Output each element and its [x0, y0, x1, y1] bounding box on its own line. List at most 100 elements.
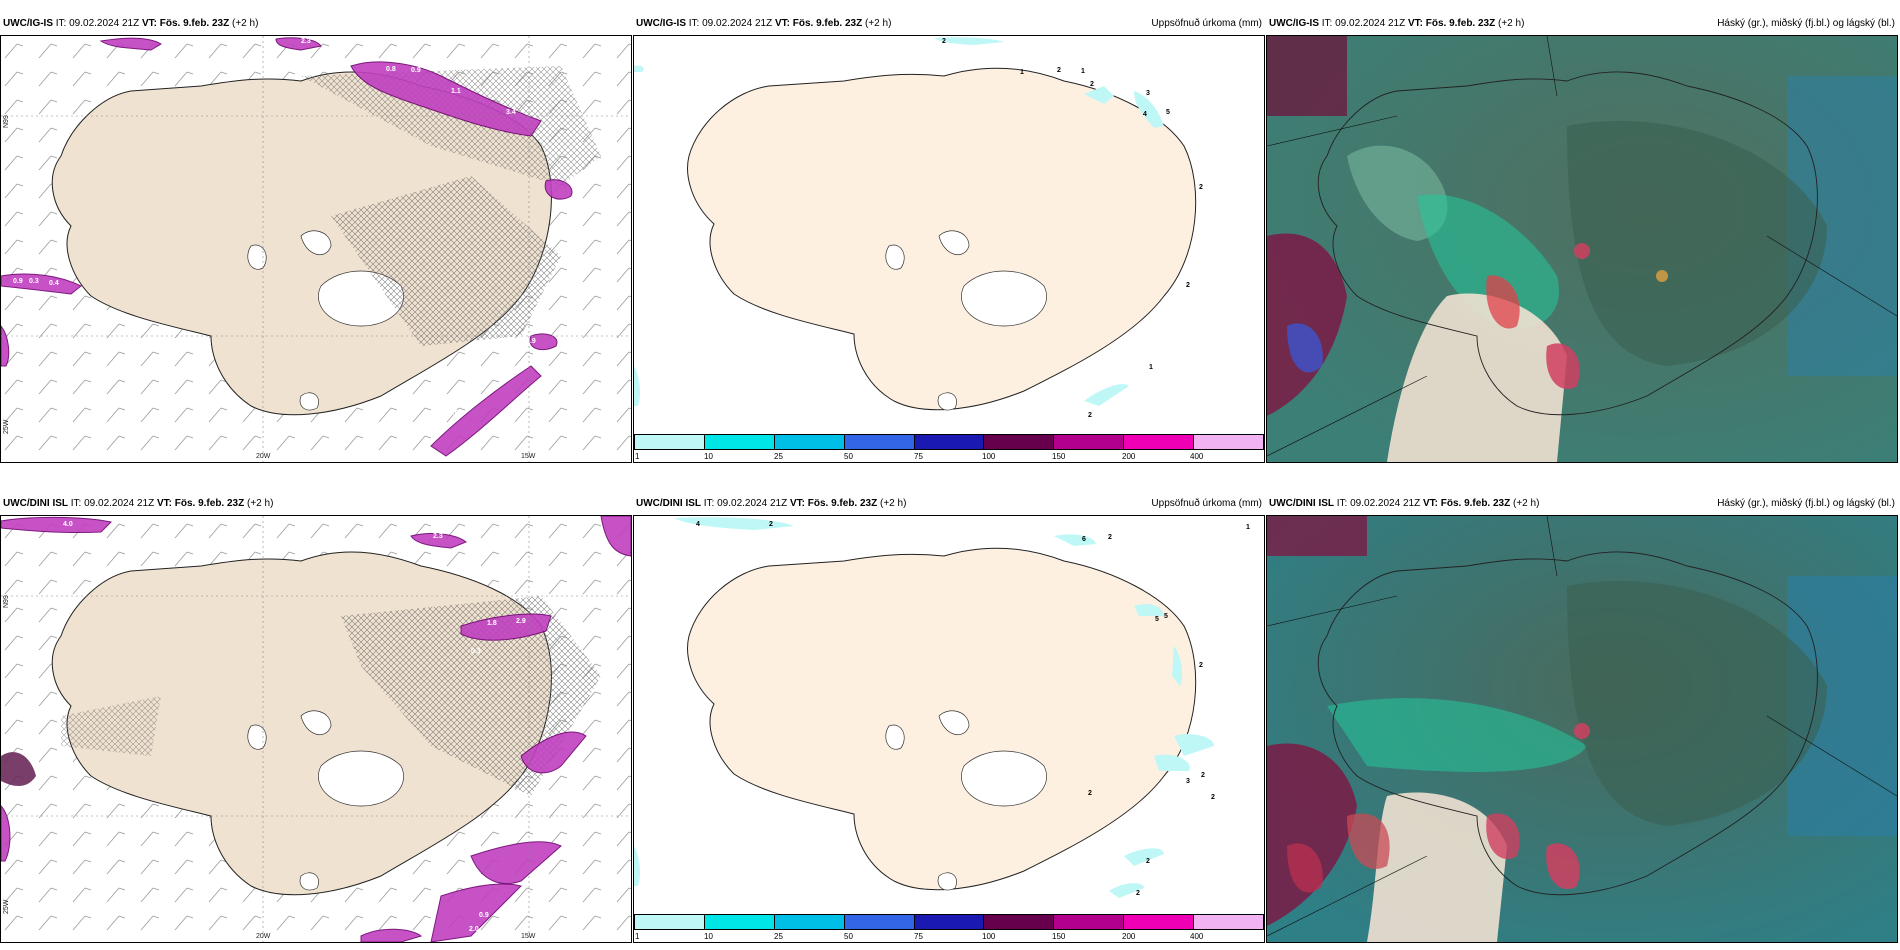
valid-label: VT: [789, 498, 805, 509]
colorbar-swatch [914, 435, 985, 449]
colorbar-swatch [984, 435, 1055, 449]
init-time: IT: 09.02.2024 21Z [688, 18, 773, 29]
panel-header: UWC/IG-IS IT: 09.02.2024 21Z VT: Fös. 9.… [636, 18, 891, 29]
precip-label: 2 [1057, 67, 1061, 74]
precip-label: 1 [1081, 68, 1085, 75]
wind-label: 2.3 [301, 38, 311, 45]
lead-time: (+2 h) [865, 18, 892, 29]
precip-label: 2 [1199, 662, 1203, 669]
valid-label: VT: [156, 498, 172, 509]
wind-label: 2.9 [516, 618, 526, 625]
valid-label: VT: [774, 18, 790, 29]
precip-label: 2 [1136, 890, 1140, 897]
lat-tick: 25W [3, 419, 10, 434]
model-name: UWC/IG-IS [1269, 18, 1319, 29]
wind-label: 0.4 [49, 280, 59, 287]
colorbar-label: 50 [844, 932, 853, 941]
lon-tick: 15W [521, 453, 536, 460]
lead-time: (+2 h) [247, 498, 274, 509]
wind-map-panel-top: UWC/IG-IS IT: 09.02.2024 21Z VT: Fös. 9.… [0, 18, 632, 463]
lead-time: (+2 h) [232, 18, 259, 29]
panel-header: UWC/DINI ISL IT: 09.02.2024 21Z VT: Fös.… [636, 498, 906, 509]
colorbar-label: 10 [704, 452, 713, 461]
colorbar-label: 400 [1190, 932, 1204, 941]
precip-label: 2 [942, 38, 946, 45]
colorbar-label: 100 [982, 932, 996, 941]
colorbar-swatch [704, 435, 775, 449]
precip-label: 2 [1146, 858, 1150, 865]
cloud-map-panel-top: UWC/IG-IS IT: 09.02.2024 21Z VT: Fös. 9.… [1266, 18, 1898, 463]
colorbar-label: 150 [1052, 932, 1066, 941]
lon-tick: 20W [256, 453, 271, 460]
colorbar-label: 75 [914, 452, 923, 461]
colorbar-swatch [774, 915, 845, 929]
precip-map-panel-top: UWC/IG-IS IT: 09.02.2024 21Z VT: Fös. 9.… [633, 18, 1265, 463]
init-time: IT: 09.02.2024 21Z [703, 498, 788, 509]
valid-time: Fös. 9.feb. 23Z [174, 498, 245, 509]
precip-label: 1 [1246, 524, 1250, 531]
precip-label: 4 [696, 521, 700, 528]
wind-label: 0.9 [411, 67, 421, 74]
lat-tick: N99 [3, 115, 10, 128]
cloud-title: Háský (gr.), miðský (fj.bl.) og lágský (… [1717, 498, 1895, 509]
wind-label: 0.9 [13, 278, 23, 285]
precip-label: 2 [769, 521, 773, 528]
cloud-map [1267, 516, 1897, 942]
panel-header: UWC/DINI ISL IT: 09.02.2024 21Z VT: Fös.… [1269, 498, 1539, 509]
precip-label: 2 [1090, 81, 1094, 88]
colorbar-label: 400 [1190, 452, 1204, 461]
colorbar-swatch [1124, 915, 1195, 929]
colorbar-swatch [844, 915, 915, 929]
lon-tick: 20W [256, 933, 271, 940]
precip-label: 2 [1088, 412, 1092, 419]
wind-label: 1.1 [451, 88, 461, 95]
precip-label: 2 [1211, 794, 1215, 801]
valid-label: VT: [141, 18, 157, 29]
init-time: IT: 09.02.2024 21Z [55, 18, 140, 29]
precip-label: 3 [1146, 90, 1150, 97]
colorbar-swatch [1194, 915, 1264, 929]
valid-time: Fös. 9.feb. 23Z [1440, 498, 1511, 509]
colorbar-swatch [774, 435, 845, 449]
panel-header: UWC/IG-IS IT: 09.02.2024 21Z VT: Fös. 9.… [1269, 18, 1524, 29]
precip-label: 2 [1201, 772, 1205, 779]
init-time: IT: 09.02.2024 21Z [1336, 498, 1421, 509]
colorbar-swatch [635, 435, 705, 449]
valid-label: VT: [1407, 18, 1423, 29]
lat-tick: 25W [3, 899, 10, 914]
wind-map [1, 516, 631, 942]
panel-header: UWC/IG-IS IT: 09.02.2024 21Z VT: Fös. 9.… [3, 18, 258, 29]
precip-label: 5 [1155, 616, 1159, 623]
precip-label: 4 [1143, 111, 1147, 118]
colorbar-swatch [635, 915, 705, 929]
colorbar-label: 25 [774, 452, 783, 461]
precip-map [634, 37, 1197, 411]
colorbar-swatch [1054, 435, 1125, 449]
cloud-map-panel-bottom: UWC/DINI ISL IT: 09.02.2024 21Z VT: Fös.… [1266, 498, 1898, 943]
wind-label: 0.9 [526, 338, 536, 345]
model-name: UWC/DINI ISL [3, 498, 68, 509]
colorbar-label: 10 [704, 932, 713, 941]
model-name: UWC/DINI ISL [1269, 498, 1334, 509]
valid-time: Fös. 9.feb. 23Z [807, 498, 878, 509]
model-name: UWC/DINI ISL [636, 498, 701, 509]
colorbar-swatch [914, 915, 985, 929]
colorbar-label: 25 [774, 932, 783, 941]
wind-map [1, 36, 631, 462]
panel-header: UWC/DINI ISL IT: 09.02.2024 21Z VT: Fös.… [3, 498, 273, 509]
colorbar-swatch [704, 915, 775, 929]
precip-label: 6 [1082, 536, 1086, 543]
precip-title: Uppsöfnuð úrkoma (mm) [1151, 18, 1262, 29]
precip-map [634, 517, 1214, 898]
colorbar-label: 1 [635, 932, 640, 941]
cloud-title: Háský (gr.), miðský (fj.bl.) og lágský (… [1717, 18, 1895, 29]
init-time: IT: 09.02.2024 21Z [1321, 18, 1406, 29]
precip-label: 1 [1149, 364, 1153, 371]
valid-time: Fös. 9.feb. 23Z [792, 18, 863, 29]
precip-label: 3 [1186, 778, 1190, 785]
lead-time: (+2 h) [880, 498, 907, 509]
cloud-map [1267, 36, 1897, 462]
init-time: IT: 09.02.2024 21Z [70, 498, 155, 509]
model-name: UWC/IG-IS [3, 18, 53, 29]
precip-label: 2 [1108, 534, 1112, 541]
